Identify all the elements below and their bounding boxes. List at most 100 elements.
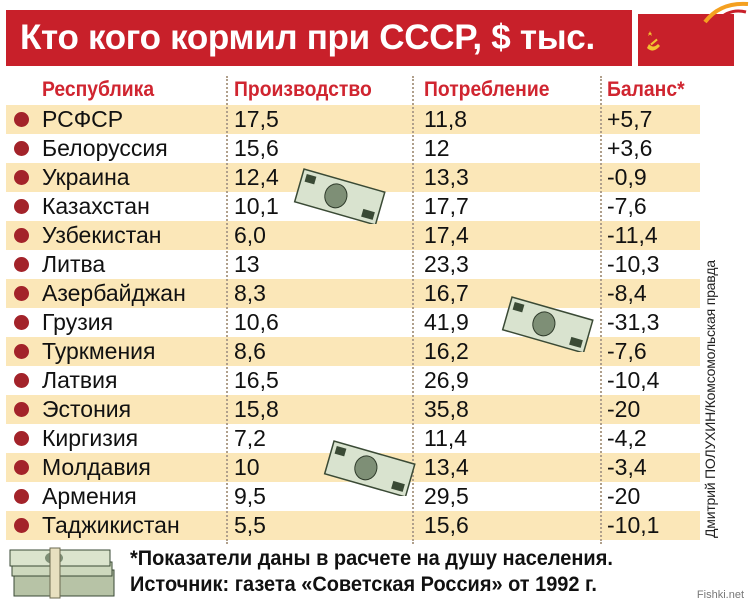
bullet-icon	[14, 489, 29, 504]
table-row: Армения 9,5 29,5 -20	[6, 482, 700, 511]
bullet-icon	[14, 112, 29, 127]
table-cell: Белоруссия	[42, 135, 168, 161]
table-cell: +3,6	[607, 135, 653, 161]
table-cell: 17,5	[234, 106, 279, 132]
table-cell: -31,3	[607, 309, 660, 335]
table-cell: Грузия	[42, 309, 114, 335]
table-cell: -3,4	[607, 454, 647, 480]
column-divider	[600, 76, 602, 544]
column-header: Республика	[42, 78, 155, 101]
table-cell: Эстония	[42, 396, 132, 422]
table-cell: 8,3	[234, 280, 266, 306]
watermark: Fishki.net	[696, 589, 744, 601]
table-row: Таджикистан 5,5 15,6 -10,1	[6, 511, 700, 540]
bullet-icon	[14, 315, 29, 330]
table-cell: 5,5	[234, 512, 266, 538]
table-cell: 23,3	[424, 251, 469, 277]
bullet-icon	[14, 344, 29, 359]
table-cell: Украина	[42, 164, 130, 190]
table-cell: 35,8	[424, 396, 469, 422]
page-title: Кто кого кормил при СССР, $ тыс.	[20, 18, 595, 57]
bullet-icon	[14, 518, 29, 533]
table-cell: 10,6	[234, 309, 279, 335]
table-cell: 17,4	[424, 222, 469, 248]
column-header: Производство	[234, 78, 372, 101]
table-cell: Узбекистан	[42, 222, 162, 248]
table-row: РСФСР 17,5 11,8 +5,7	[6, 105, 700, 134]
bullet-icon	[14, 373, 29, 388]
table-row: Литва 13 23,3 -10,3	[6, 250, 700, 279]
table-cell: 12,4	[234, 164, 279, 190]
table-cell: -7,6	[607, 193, 647, 219]
table-row: Белоруссия 15,6 12 +3,6	[6, 134, 700, 163]
dollar-bill-icon	[323, 440, 416, 496]
table-cell: Армения	[42, 483, 137, 509]
bullet-icon	[14, 460, 29, 475]
column-divider	[412, 76, 414, 544]
footnote-line: *Показатели даны в расчете на душу насел…	[130, 547, 613, 570]
table-cell: Туркмения	[42, 338, 156, 364]
table-cell: -10,1	[607, 512, 660, 538]
source-line: Источник: газета «Советская Россия» от 1…	[130, 573, 597, 596]
table-row: Латвия 16,5 26,9 -10,4	[6, 366, 700, 395]
table-row: Узбекистан 6,0 17,4 -11,4	[6, 221, 700, 250]
table-cell: 11,8	[424, 106, 468, 132]
table-header: Республика Производство Потребление Бала…	[6, 76, 700, 104]
table-cell: 13,3	[424, 164, 469, 190]
table-cell: -20	[607, 483, 641, 509]
bullet-icon	[14, 402, 29, 417]
bullet-icon	[14, 431, 29, 446]
table-cell: Киргизия	[42, 425, 139, 451]
flag-icon	[638, 14, 734, 66]
bullet-icon	[14, 170, 29, 185]
column-divider	[226, 76, 228, 544]
table-cell: Казахстан	[42, 193, 150, 219]
table-cell: 29,5	[424, 483, 469, 509]
table-cell: 6,0	[234, 222, 266, 248]
table-cell: Таджикистан	[42, 512, 180, 538]
table-cell: -0,9	[607, 164, 647, 190]
table-cell: 16,2	[424, 338, 469, 364]
table-row: Азербайджан 8,3 16,7 -8,4	[6, 279, 700, 308]
table-cell: 10	[234, 454, 260, 480]
table-cell: 10,1	[234, 193, 279, 219]
table-cell: Литва	[42, 251, 106, 277]
table-cell: 16,7	[424, 280, 469, 306]
bullet-icon	[14, 141, 29, 156]
bullet-icon	[14, 199, 29, 214]
table-cell: -20	[607, 396, 641, 422]
table-cell: 15,6	[424, 512, 469, 538]
bullet-icon	[14, 228, 29, 243]
table-cell: 11,4	[424, 425, 468, 451]
table-cell: Молдавия	[42, 454, 151, 480]
table-cell: 9,5	[234, 483, 266, 509]
money-stack-icon	[9, 547, 115, 599]
column-header: Баланс*	[607, 78, 685, 101]
table-cell: Азербайджан	[42, 280, 186, 306]
table-cell: 15,6	[234, 135, 279, 161]
table-cell: 16,5	[234, 367, 279, 393]
bullet-icon	[14, 257, 29, 272]
table-cell: РСФСР	[42, 106, 124, 132]
dollar-bill-icon	[293, 168, 386, 224]
column-header: Потребление	[424, 78, 550, 101]
bullet-icon	[14, 286, 29, 301]
table-cell: 7,2	[234, 425, 266, 451]
footnote: *Показатели даны в расчете на душу насел…	[130, 546, 700, 598]
table-cell: -4,2	[607, 425, 647, 451]
table-cell: 26,9	[424, 367, 469, 393]
table-cell: -10,3	[607, 251, 660, 277]
table-cell: 17,7	[424, 193, 469, 219]
table-row: Эстония 15,8 35,8 -20	[6, 395, 700, 424]
table-cell: -7,6	[607, 338, 647, 364]
table-cell: 15,8	[234, 396, 279, 422]
photo-credit: Дмитрий ПОЛУХИН/Комсомольская правда	[702, 220, 728, 540]
photo-credit-text: Дмитрий ПОЛУХИН/Комсомольская правда	[702, 260, 718, 538]
table-cell: -8,4	[607, 280, 647, 306]
table-cell: 8,6	[234, 338, 266, 364]
table-cell: -10,4	[607, 367, 660, 393]
dollar-bill-icon	[501, 296, 594, 352]
table-row: Киргизия 7,2 11,4 -4,2	[6, 424, 700, 453]
table-cell: 13,4	[424, 454, 469, 480]
table-cell: 13	[234, 251, 260, 277]
